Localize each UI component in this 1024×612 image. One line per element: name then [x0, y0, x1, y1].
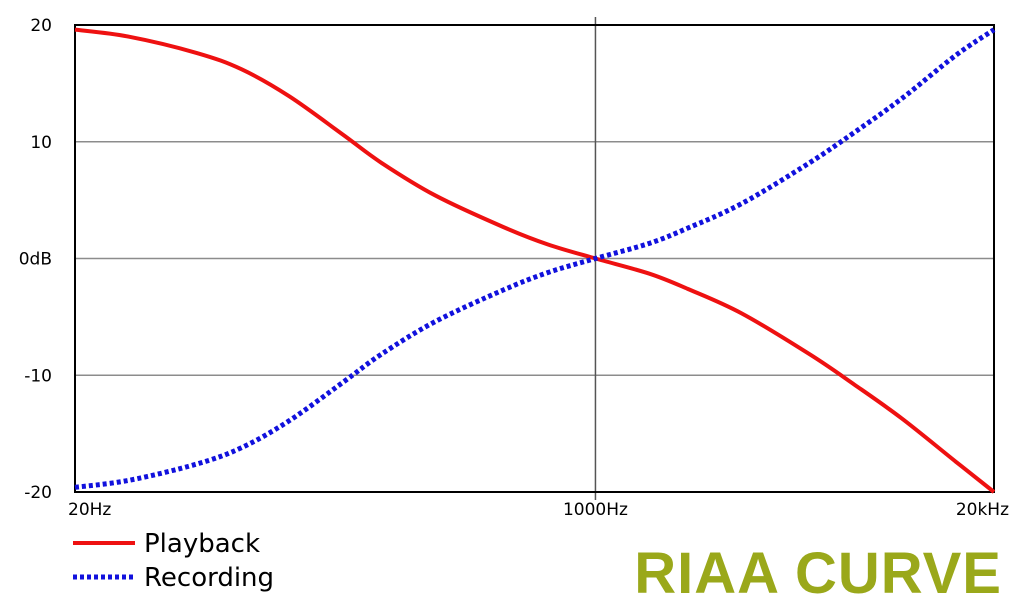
legend-label-recording: Recording — [144, 563, 274, 593]
legend-label-playback: Playback — [144, 529, 260, 559]
y-tick-labels: 20 10 0dB -10 -20 — [19, 16, 52, 503]
series-line-playback — [74, 27, 996, 494]
y-tick-label-1: 10 — [30, 133, 52, 153]
y-tick-label-0: 20 — [30, 16, 52, 36]
plot-frame — [74, 24, 995, 493]
y-tick-label-3: -10 — [24, 366, 52, 386]
y-tick-label-2: 0dB — [19, 250, 52, 270]
plot-border — [74, 24, 995, 493]
x-tick-labels: 20Hz 1000Hz 20kHz — [68, 500, 1009, 520]
legend: Playback Recording — [73, 529, 274, 593]
x-tick-label-2: 20kHz — [956, 500, 1009, 520]
series-lines — [74, 27, 996, 494]
x-tick-label-0: 20Hz — [68, 500, 111, 520]
x-tick-label-1: 1000Hz — [563, 500, 628, 520]
series-line-recording — [74, 27, 996, 490]
chart-title: RIAA CURVE — [634, 541, 1002, 606]
y-tick-label-4: -20 — [24, 483, 52, 503]
